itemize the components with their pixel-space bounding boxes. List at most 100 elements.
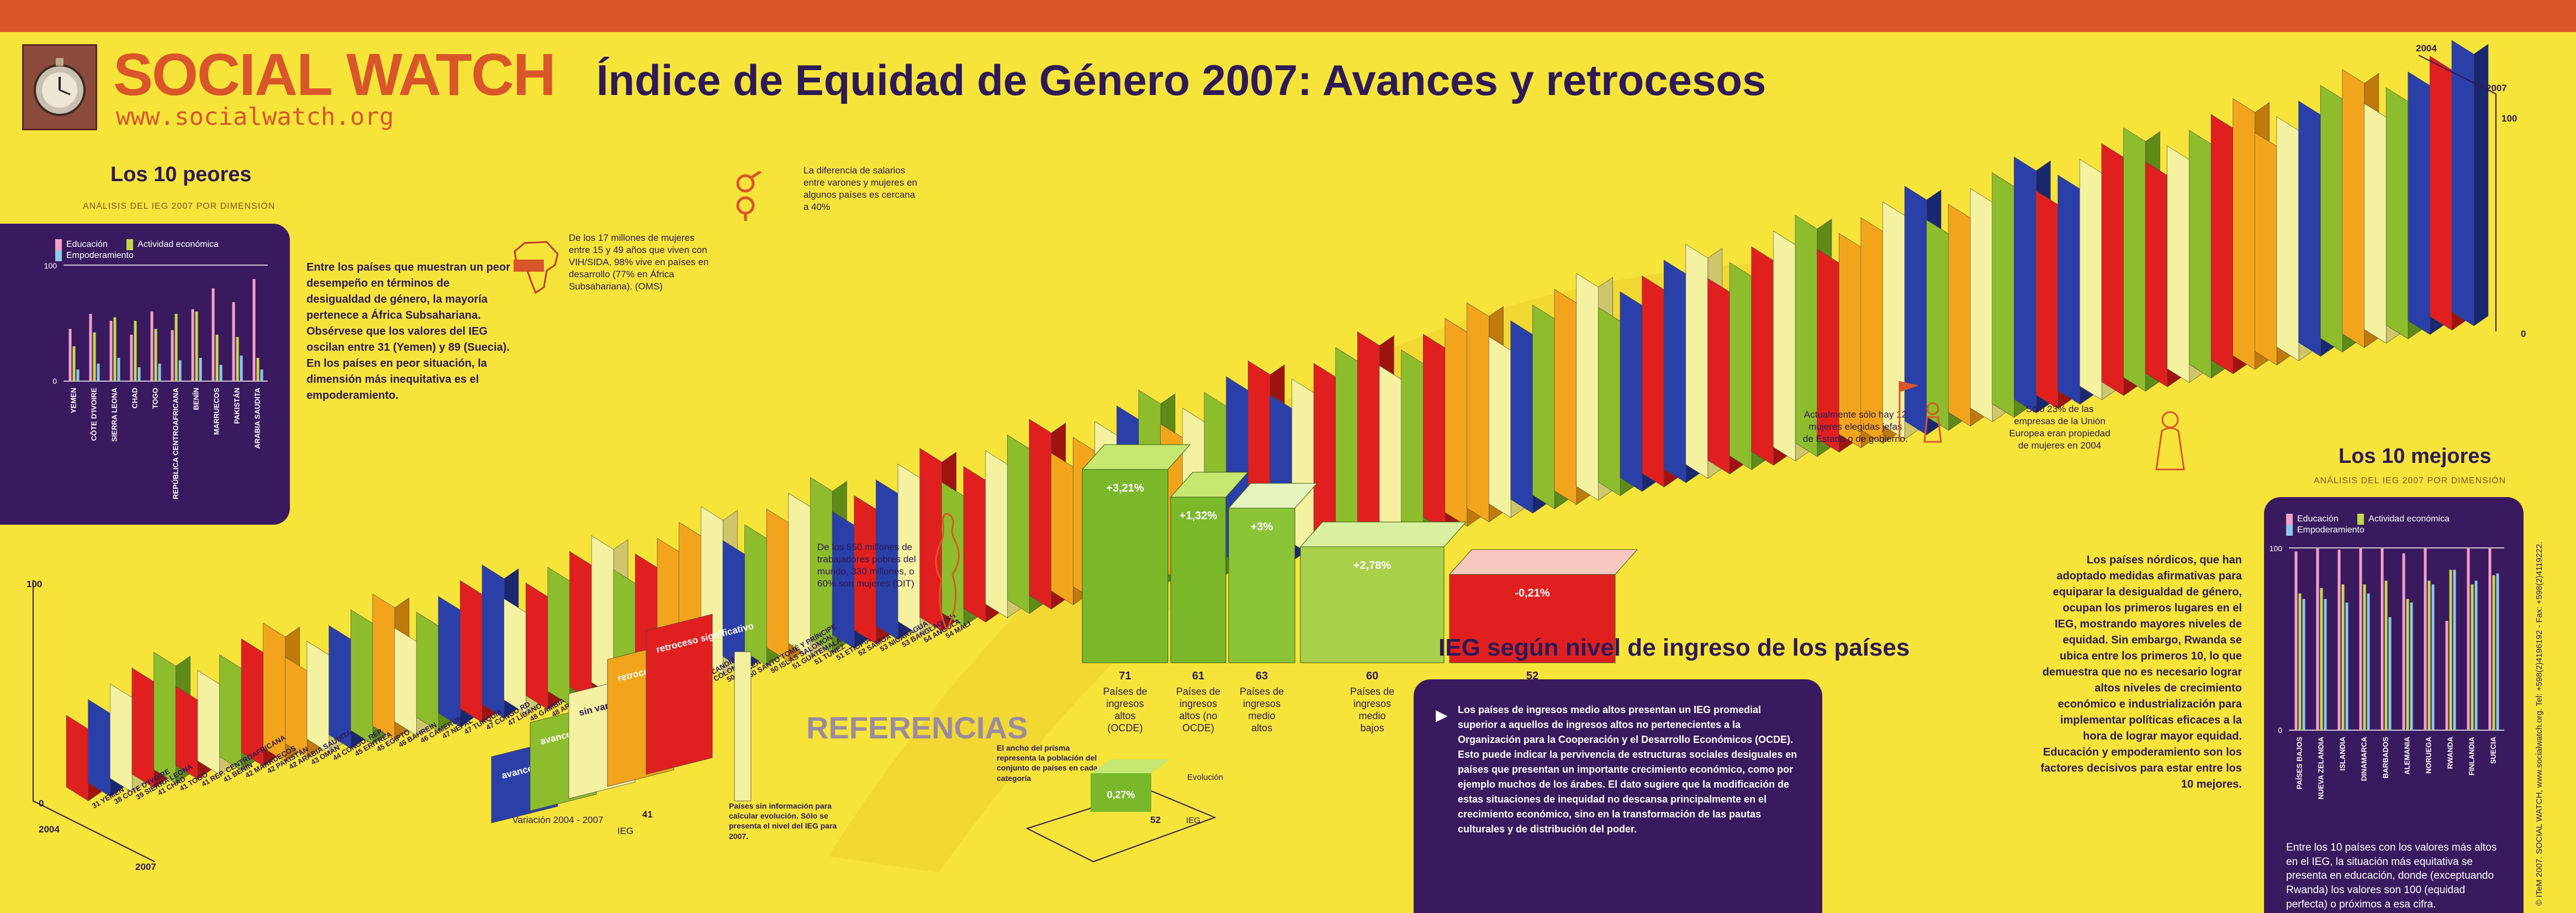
year-end-right: 2007 [2486,83,2507,93]
bar [260,370,263,381]
prism-sample-top [1091,759,1171,773]
y-tick-label: 0 [2278,726,2282,735]
prism-sample-evol-label: Evolución [1187,773,1223,782]
ref-ieg-value: 41 [642,809,653,820]
bar [2410,603,2413,730]
y-top-right: 100 [2501,113,2517,124]
book-face [263,622,285,762]
y-tick-label: 100 [2270,544,2283,553]
bar [158,363,161,381]
bar [113,317,117,381]
companies-note: Sólo 23% de las empresas de la Unión Eur… [2009,404,2110,451]
worst-paragraph: Entre los países que muestran un peor de… [306,261,510,402]
book-face [810,477,833,653]
category-label: ISLANDIA [2339,736,2347,770]
prism-value-label: 61 [1192,670,1204,682]
prism-category-label: Países de [1176,686,1220,697]
aids-note: De los 17 millones de mujeres entre 15 y… [569,233,709,292]
book-face [1029,419,1052,610]
ref-ieg-axis: IEG [617,826,633,836]
bar [2424,548,2427,730]
book-face [1467,302,1489,523]
prism-category-label: Países de [1103,686,1147,697]
best-bar-chart: 100 0 PAÍSES BAJOS NUEVA ZELANDIA ISLANDIA DI… [2270,544,2504,799]
book-face [482,564,505,719]
bar [76,370,80,381]
category-label: NORUEGA [2425,736,2433,773]
category-label: BARBADOS [2382,737,2390,778]
prism-top [1228,483,1318,509]
bar [178,360,182,381]
prism-value-label: 52 [1526,670,1538,682]
prism-sample-ieg-label: IEG [1186,816,1200,825]
year-start-left: 2004 [39,824,60,835]
prism-top [1299,521,1467,547]
bar [93,332,96,381]
reference-block [646,614,713,775]
references-title: REFERENCIAS [806,710,1028,745]
best-chart-panel: Educación Actividad económica Empoderami… [2264,497,2524,913]
book-face [2342,69,2365,348]
bar [199,358,202,381]
prism-change-label: +3,21% [1106,482,1144,494]
y-tick-label: 0 [52,377,57,386]
worst-chart-panel: Educación Actividad económica Empoderami… [0,224,290,525]
bar [219,365,223,381]
bar [130,335,133,381]
y-bottom-left: 0 [39,798,44,809]
book-face [2123,127,2146,392]
category-label: BENÍN [192,388,200,410]
bar [195,312,198,381]
year-end-left: 2007 [135,862,156,872]
left-frame [33,580,155,862]
gender-symbols-icon [736,171,762,221]
bar [2445,621,2448,730]
prism-sample-front [1091,773,1151,812]
bar [256,358,260,381]
category-label: REPÚBLICA CENTROAFRICANA [172,387,180,499]
best-title: Los 10 mejores [2339,445,2492,468]
y-top-left: 100 [27,579,43,589]
wage-note: La diferencia de salarios entre varones … [803,165,917,213]
prism-note: El ancho del prisma representa la poblac… [997,743,1098,783]
bar [215,335,219,381]
legend-economic: Actividad económica [2357,514,2450,525]
category-label: PAKISTÁN [233,388,241,424]
book-face [2451,40,2474,326]
brand-url[interactable]: www.socialwatch.org [116,103,394,131]
prism-change-label: +1,32% [1179,510,1218,522]
bar [2431,584,2435,730]
prism-top [1448,549,1638,575]
bar [252,279,256,381]
book-face [372,593,395,741]
legend-education: Educación [2286,514,2339,525]
prism-change-label: -0,21% [1515,587,1550,599]
bar [154,329,157,381]
right-frame [2418,55,2496,331]
legend-empowerment: Empoderamiento [55,250,134,261]
prism-change-label: +3% [1251,521,1273,533]
woman-silhouette-icon [935,513,960,632]
bar [2492,575,2495,730]
worst-subtitle: ANÁLISIS DEL IEG 2007 POR DIMENSIÓN [83,202,276,211]
prism-category-label: ingresos [1353,698,1391,709]
best-note: Entre los 10 países con los valores más … [2286,842,2497,910]
bar [191,309,194,381]
prism-category-label: Países de [1350,686,1394,697]
bar [2427,580,2431,730]
bar [2471,584,2474,730]
prism-category-label: altos [1114,710,1135,721]
book-face [154,652,176,784]
bar [2302,599,2305,730]
prism-category-label: altos [1251,722,1272,733]
no-info-note: Países sin información para calcular evo… [729,801,837,841]
triangle-bullet-icon: ▶ [1436,706,1448,724]
bar [2384,580,2388,730]
bar [2341,584,2345,730]
flag-figure-icon [1898,381,1942,443]
category-label: NUEVA ZELANDIA [2317,736,2325,799]
logo-icon [22,44,97,130]
legend-economic: Actividad económica [126,239,219,250]
